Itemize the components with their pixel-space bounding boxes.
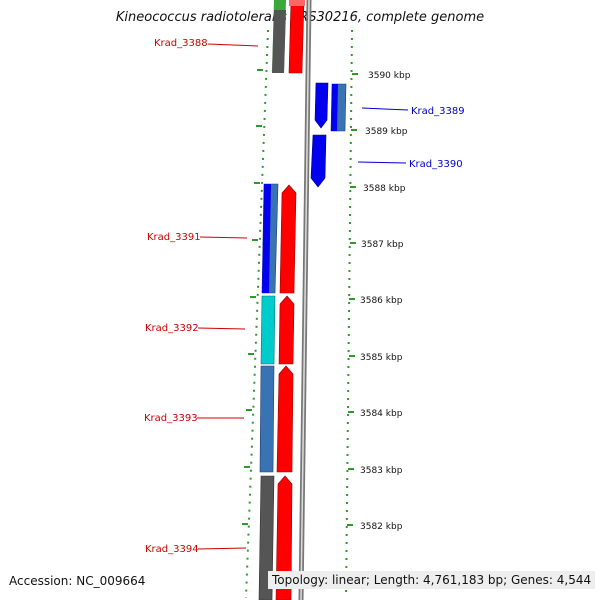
gene-label-krad-3393[interactable]: Krad_3393 [144,413,198,424]
gene-krad-3391[interactable] [261,183,297,294]
gene-label-krad-3388[interactable]: Krad_3388 [154,38,208,49]
scale-label: 3590 kbp [368,71,411,81]
gene-krad-3392[interactable] [260,295,295,365]
genome-summary: Topology: linear; Length: 4,761,183 bp; … [268,571,596,589]
gene-krad-3388[interactable] [272,0,305,74]
scale-label: 3582 kbp [360,522,403,532]
gene-label-krad-3389[interactable]: Krad_3389 [411,106,465,117]
scale-label: 3589 kbp [365,127,408,137]
scale-label: 3586 kbp [360,296,403,306]
scale-label: 3587 kbp [361,240,404,250]
scale-label: 3585 kbp [360,353,403,363]
scale-labels: 3590 kbp 3589 kbp 3588 kbp 3587 kbp 3586… [360,71,411,532]
right-scale [345,29,358,599]
gene-label-krad-3392[interactable]: Krad_3392 [145,323,199,334]
gene-krad-3394[interactable] [258,475,293,600]
scale-label: 3588 kbp [363,184,406,194]
gene-label-krad-3394[interactable]: Krad_3394 [145,544,199,555]
gene-labels: Krad_3388 Krad_3389 Krad_3390 Krad_3391 … [144,38,465,555]
gene-label-krad-3391[interactable]: Krad_3391 [147,232,201,243]
scale-label: 3583 kbp [360,466,403,476]
gene-krad-3393[interactable] [259,365,294,473]
scale-label: 3584 kbp [360,409,403,419]
accession-label: Accession: NC_009664 [9,574,146,588]
gene-label-krad-3390[interactable]: Krad_3390 [409,159,463,170]
gene-krad-3390[interactable] [310,134,327,188]
gene-krad-3389[interactable] [314,82,347,132]
left-scale [242,29,269,599]
